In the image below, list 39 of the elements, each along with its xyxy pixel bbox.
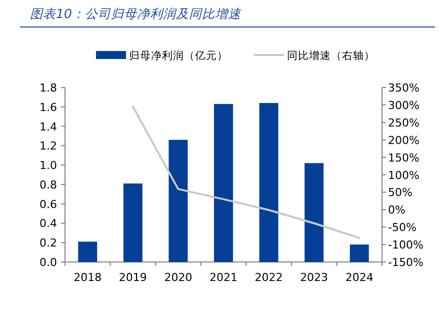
y-tick-label: 0.6 [40,198,57,211]
y-tick-label: 0.8 [40,178,57,192]
y2-tick-label: 350% [388,82,420,94]
bar [304,163,324,262]
y-tick-label: 0.4 [40,217,57,230]
y-tick-label: 1.6 [40,100,57,114]
y2-tick-label: 0% [388,204,406,217]
y2-tick-label: 150% [388,151,420,164]
y-tick-label: 1.4 [40,120,57,134]
bar [123,183,142,262]
y2-tick-label: 50% [388,186,412,200]
x-tick-label: 2021 [210,271,238,284]
y-tick-label: 0.2 [40,236,57,250]
y2-tick-label: 200% [388,134,420,147]
y2-tick-label: 100% [388,168,420,182]
y2-tick-label: -100% [388,238,424,252]
y-tick-label: 0.0 [40,256,57,269]
bar [214,104,233,262]
x-tick-label: 2023 [300,271,328,284]
y-tick-label: 1.2 [40,140,57,153]
y-tick-label: 1.0 [40,159,57,172]
y2-tick-label: -50% [388,221,416,234]
bar [78,242,98,262]
x-tick-label: 2018 [74,271,102,284]
x-tick-label: 2024 [345,271,374,284]
x-tick-label: 2019 [118,271,147,284]
y2-tick-label: 250% [388,116,420,130]
x-tick-label: 2022 [254,271,283,284]
y2-tick-label: -150% [388,256,424,269]
bar [168,140,188,262]
y-tick-label: 1.8 [40,82,57,94]
x-tick-label: 2020 [164,271,192,284]
legend-label: 同比增速（右轴） [287,49,375,62]
y2-tick-label: 300% [388,98,420,112]
bar [350,244,369,262]
line-series [132,106,360,239]
chart-title: 图表10：公司归母净利润及同比增速 [30,6,242,21]
bar [259,103,278,262]
legend-label: 归母净利润（亿元） [129,49,228,62]
